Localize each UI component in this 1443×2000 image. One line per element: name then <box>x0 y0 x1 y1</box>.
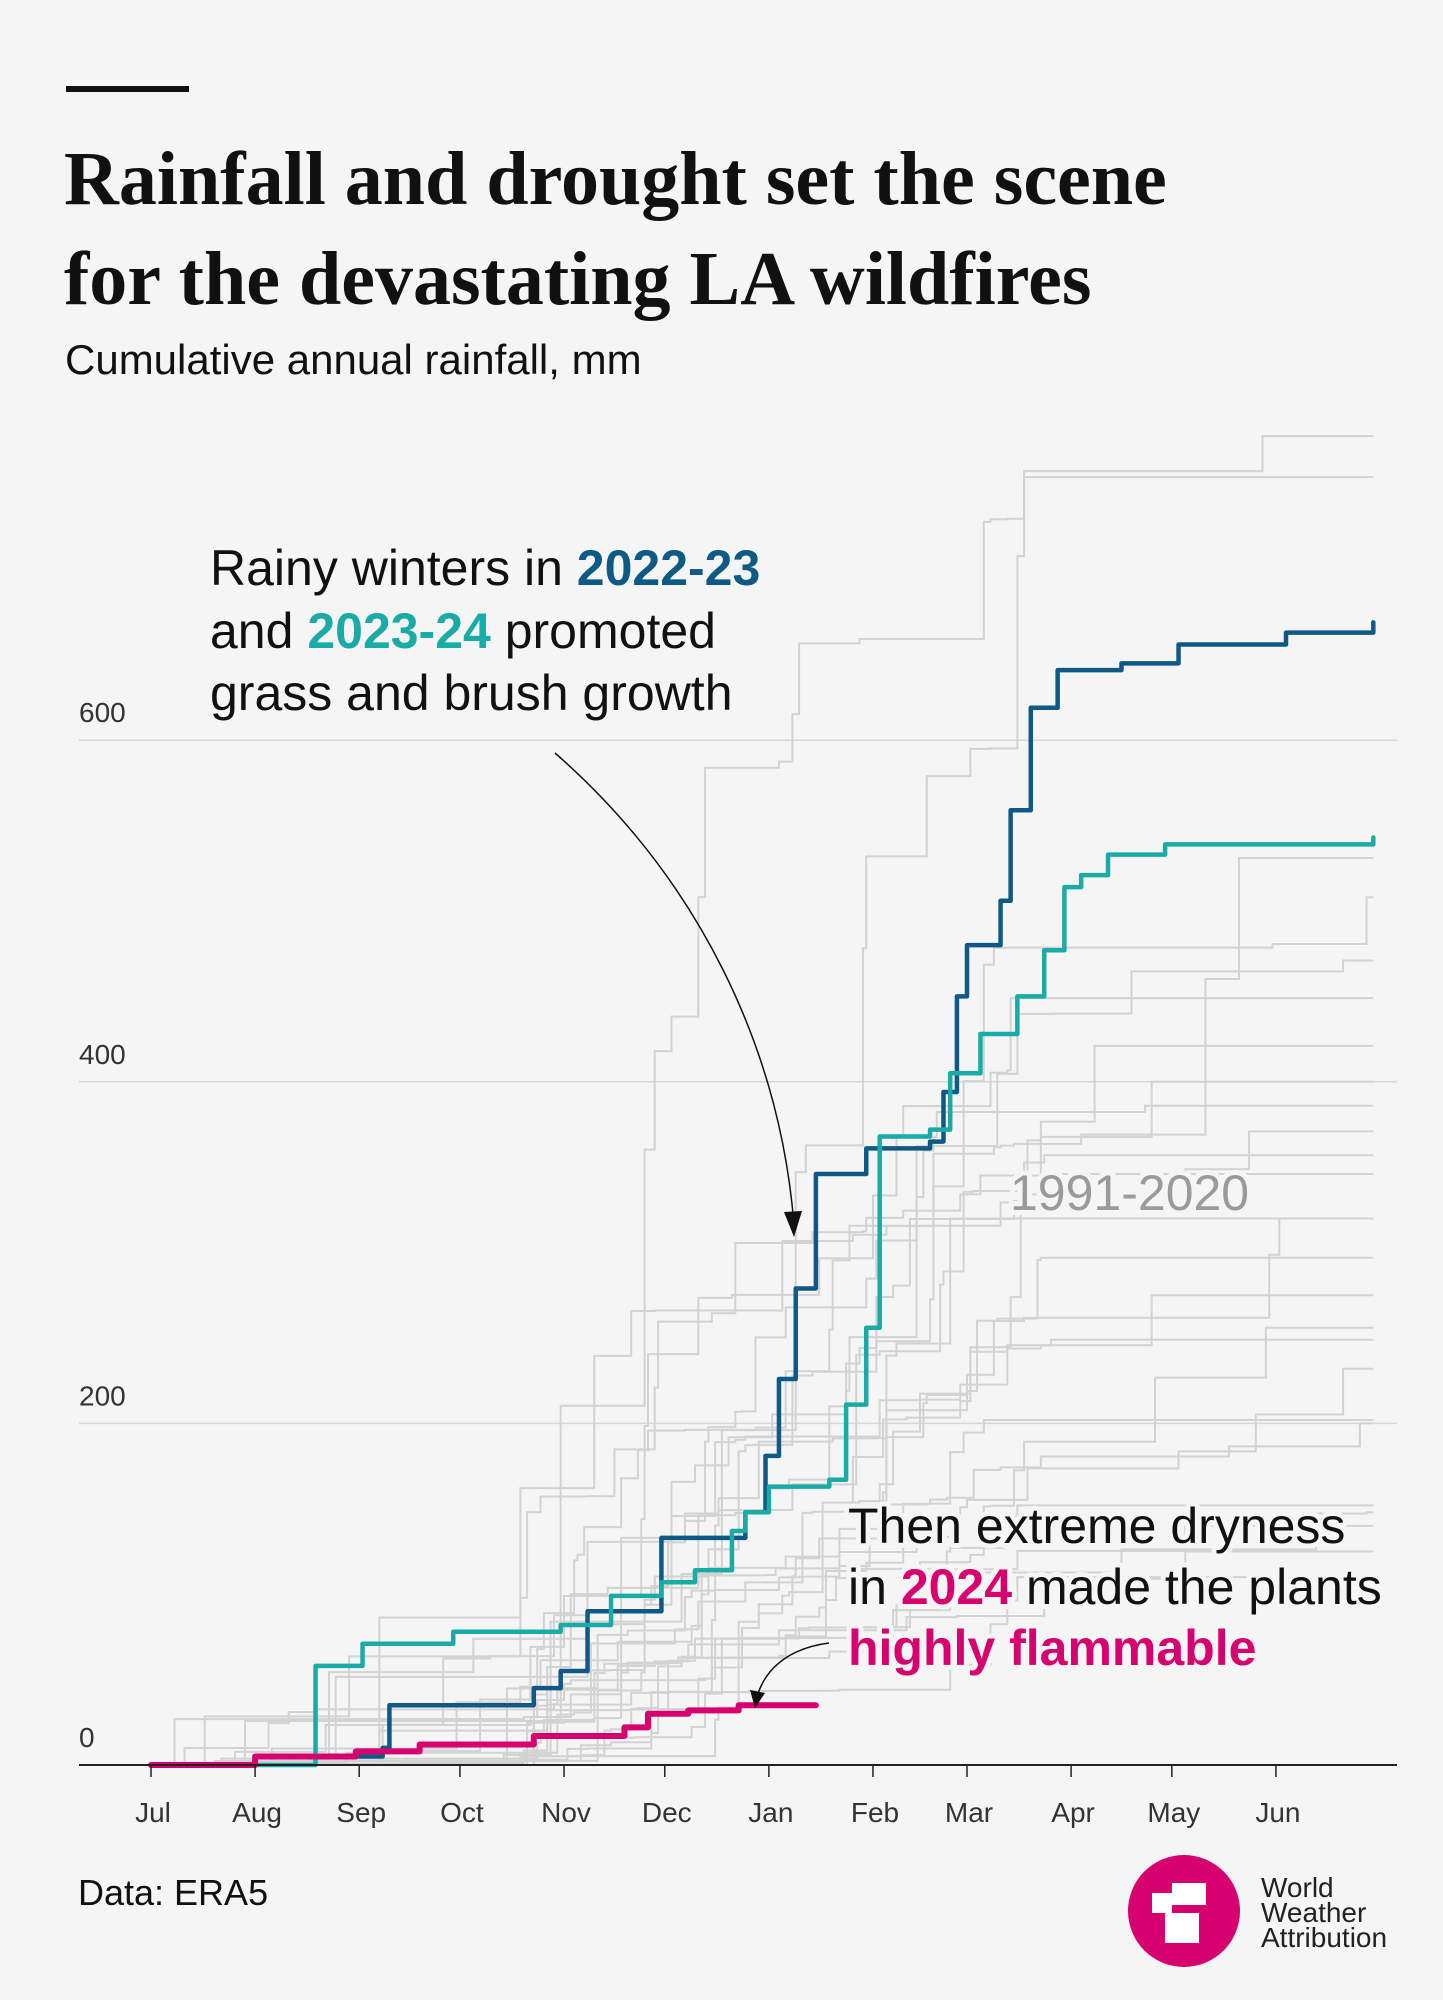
reference-year-line <box>151 1154 1374 1766</box>
x-tick-label: Jul <box>135 1797 171 1828</box>
annotation-dry-line2: in 2024 made the plants <box>848 1559 1382 1615</box>
annotation-rainy-line3: grass and brush growth <box>210 665 733 721</box>
annotation-arrow-dry <box>756 1642 830 1698</box>
title-accent-bar <box>66 86 189 92</box>
x-tick-label: Aug <box>232 1797 282 1828</box>
series-line-2024 <box>148 1702 819 1768</box>
arrowhead-icon <box>750 1690 765 1708</box>
x-tick-label: May <box>1147 1797 1200 1828</box>
x-tick-label: Mar <box>945 1797 993 1828</box>
wwa-logo: World Weather Attribution <box>1128 1855 1387 1967</box>
y-tick-label: 400 <box>79 1039 126 1070</box>
series-line-2022-23 <box>148 620 1376 1768</box>
logo-text-world: World <box>1261 1872 1334 1903</box>
reference-year-line <box>151 1550 1374 1766</box>
logo-square-icon <box>1172 1883 1206 1905</box>
y-tick-label: 200 <box>79 1380 126 1411</box>
y-tick-label: 0 <box>79 1722 95 1753</box>
reference-year-line <box>150 997 1374 1765</box>
reference-lines-1991-2020 <box>150 435 1374 1766</box>
reference-year-line <box>151 1294 1374 1766</box>
reference-year-line <box>151 1511 1374 1766</box>
x-tick-label: Jun <box>1255 1797 1300 1828</box>
annotation-dry-line3: highly flammable <box>848 1620 1256 1676</box>
reference-year-line <box>151 1130 1374 1766</box>
x-tick-label: Jan <box>748 1797 793 1828</box>
logo-square-icon <box>1152 1893 1172 1913</box>
reference-year-line <box>151 1524 1374 1766</box>
reference-year-line <box>151 476 1374 1766</box>
annotation-arrow-rainy <box>554 752 795 1226</box>
x-tick-label: Nov <box>541 1797 591 1828</box>
x-tick-label: Oct <box>440 1797 484 1828</box>
logo-text-attribution: Attribution <box>1261 1922 1387 1953</box>
highlight-series <box>148 620 1376 1768</box>
title-line-1: Rainfall and drought set the scene <box>64 137 1167 221</box>
annotation-dry-line1: Then extreme dryness <box>848 1498 1345 1554</box>
logo-text-weather: Weather <box>1261 1897 1366 1928</box>
subtitle: Cumulative annual rainfall, mm <box>65 336 642 383</box>
reference-year-line <box>151 1504 1374 1766</box>
logo-square-icon <box>1165 1913 1199 1943</box>
series-line-2023-24 <box>148 835 1376 1768</box>
x-tick-label: Apr <box>1051 1797 1095 1828</box>
x-tick-label: Feb <box>851 1797 899 1828</box>
reference-period-label: 1991-2020 <box>1010 1165 1249 1221</box>
reference-year-line <box>151 1576 1374 1766</box>
arrowhead-icon <box>784 1211 802 1237</box>
reference-year-line <box>151 1418 1374 1766</box>
x-axis: Jul Aug Sep Oct Nov Dec Jan Feb Mar Apr May Jun <box>79 1764 1397 1828</box>
reference-year-line <box>151 1338 1374 1766</box>
x-tick-label: Dec <box>642 1797 692 1828</box>
data-source: Data: ERA5 <box>78 1872 268 1913</box>
x-tick-label: Sep <box>336 1797 386 1828</box>
reference-year-line <box>151 1326 1374 1766</box>
reference-year-line <box>151 1080 1374 1766</box>
y-axis-ticks: 0 200 400 600 <box>79 697 126 1753</box>
reference-year-line <box>151 435 1374 1766</box>
annotation-rainy-line1: Rainy winters in 2022-23 <box>210 540 760 596</box>
title-line-2: for the devastating LA wildfires <box>64 237 1091 321</box>
annotation-rainy-line2: and 2023-24 promoted <box>210 603 716 659</box>
y-tick-label: 600 <box>79 697 126 728</box>
reference-year-line <box>151 1173 1374 1766</box>
reference-year-line <box>151 959 1374 1766</box>
